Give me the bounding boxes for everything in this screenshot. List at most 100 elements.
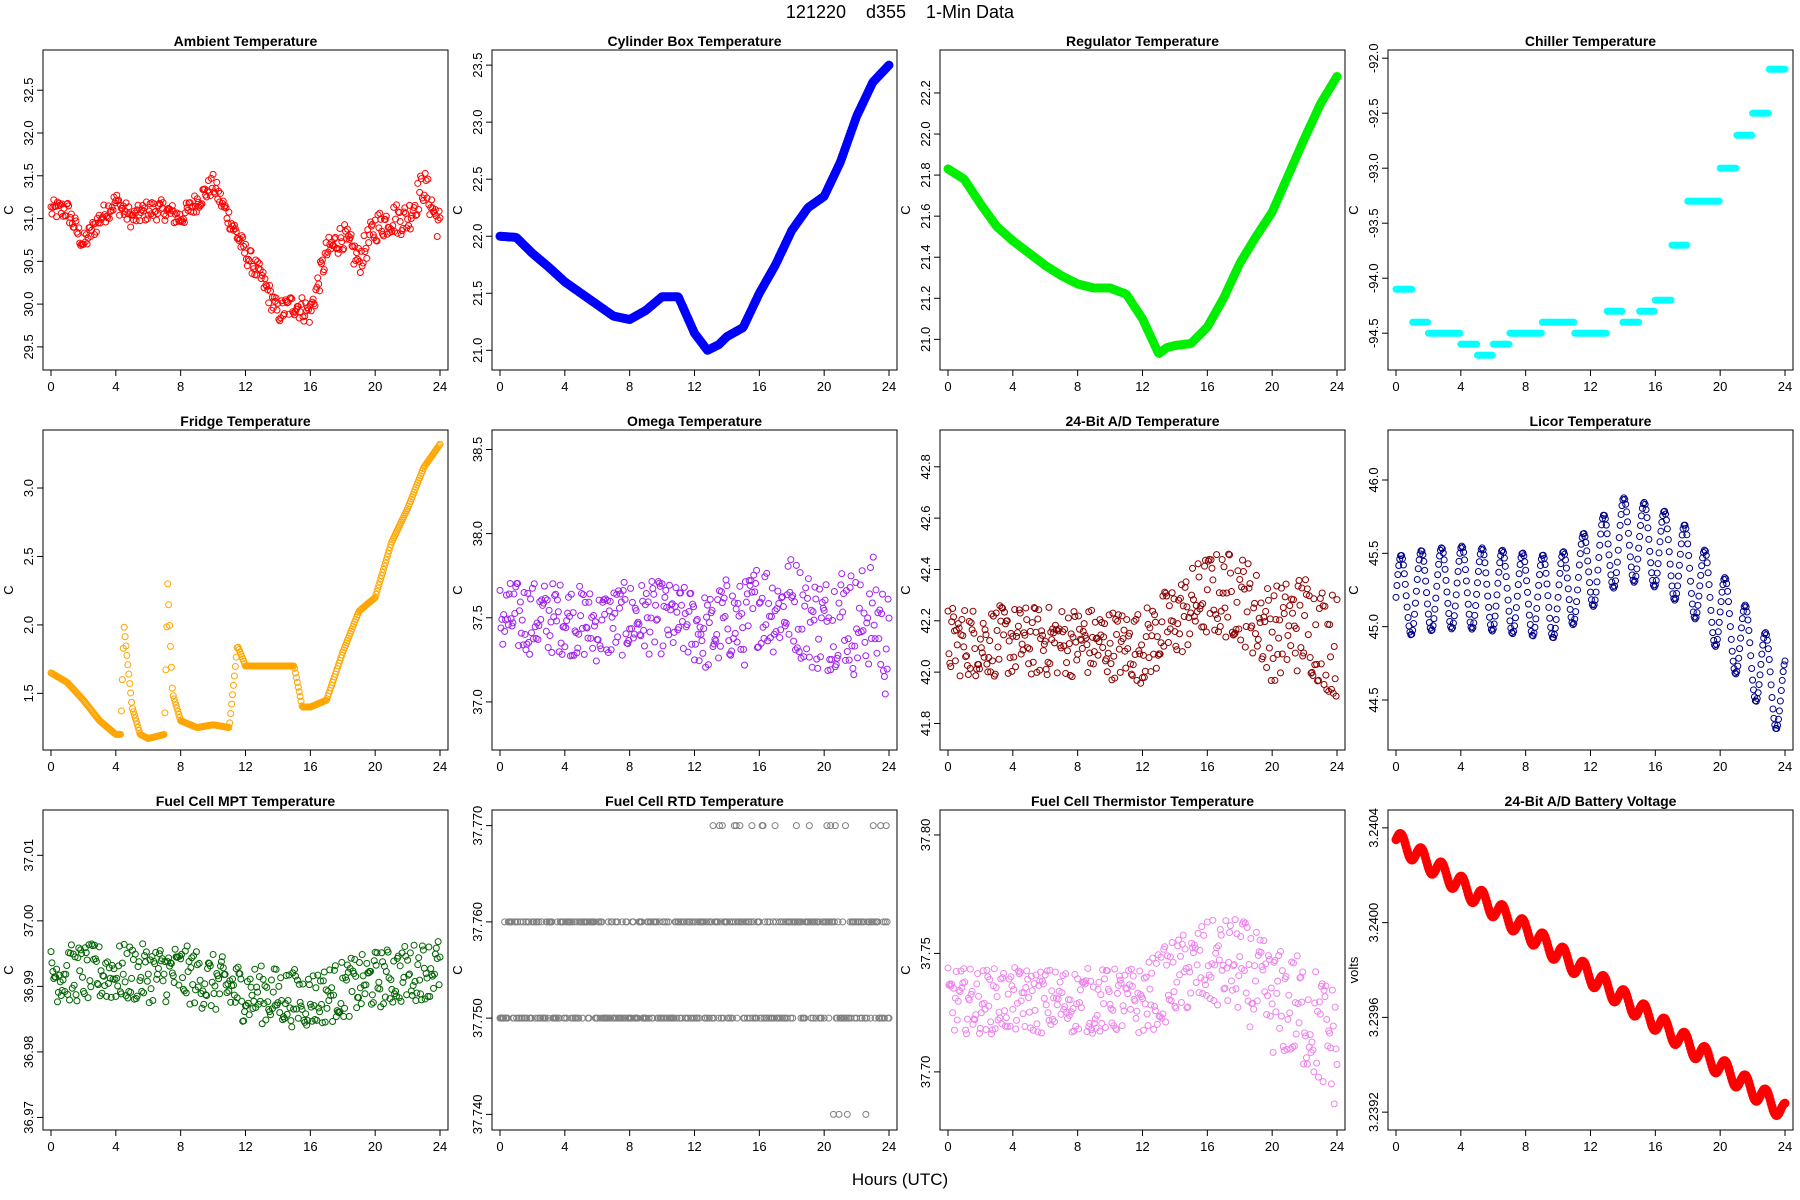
data-point — [1153, 1020, 1161, 1028]
data-point — [1546, 614, 1554, 622]
data-point — [1012, 663, 1020, 671]
data-point — [1113, 630, 1121, 638]
x-tick-label: 8 — [626, 759, 633, 774]
data-point — [950, 1026, 958, 1034]
x-tick-label: 16 — [752, 1139, 766, 1154]
data-point — [1776, 697, 1784, 705]
data-point — [771, 822, 779, 830]
x-tick-label: 24 — [1330, 379, 1344, 394]
data-point — [868, 599, 876, 607]
data-point — [1202, 991, 1210, 999]
data-point — [1152, 959, 1160, 967]
data-point — [1028, 619, 1036, 627]
data-point — [1142, 973, 1150, 981]
data-point — [1018, 640, 1026, 648]
data-point — [1604, 540, 1612, 548]
data-point — [988, 657, 996, 665]
data-point — [165, 601, 173, 609]
data-point — [872, 586, 880, 594]
data-point — [1464, 600, 1472, 608]
data-point — [1214, 1001, 1222, 1009]
data-point — [1280, 610, 1288, 618]
data-point — [1400, 570, 1408, 578]
data-point — [680, 583, 688, 591]
data-point — [1011, 964, 1019, 972]
data-point — [198, 200, 206, 208]
data-point — [963, 1015, 971, 1023]
data-point — [80, 229, 88, 237]
data-point — [1239, 556, 1247, 564]
x-tick-label: 20 — [1713, 1139, 1727, 1154]
data-point — [265, 299, 273, 307]
x-tick-label: 16 — [303, 759, 317, 774]
data-point — [1152, 664, 1160, 672]
data-point — [1275, 634, 1283, 642]
data-point — [524, 589, 532, 597]
data-point — [1474, 568, 1482, 576]
x-tick-label: 12 — [687, 1139, 701, 1154]
data-point — [1187, 989, 1195, 997]
data-point — [774, 587, 782, 595]
data-point — [1216, 925, 1224, 933]
data-point — [592, 657, 600, 665]
data-point — [1278, 967, 1286, 975]
data-point — [1314, 1073, 1322, 1081]
data-point — [1450, 612, 1458, 620]
data-point — [231, 225, 239, 233]
data-point — [395, 209, 403, 217]
data-point — [1245, 961, 1253, 969]
x-tick-label: 8 — [177, 1139, 184, 1154]
x-tick-label: 24 — [433, 1139, 447, 1154]
data-point — [257, 274, 265, 282]
x-tick-label: 4 — [1009, 379, 1016, 394]
data-point — [195, 959, 203, 967]
data-point — [1242, 989, 1250, 997]
y-axis-label: C — [1, 205, 16, 214]
data-point — [109, 206, 117, 214]
data-point — [1676, 550, 1684, 558]
data-point — [995, 655, 1003, 663]
data-point — [338, 958, 346, 966]
data-point — [287, 294, 295, 302]
data-point — [814, 664, 822, 672]
data-point — [884, 595, 892, 603]
data-point — [146, 200, 154, 208]
data-point — [1000, 1007, 1008, 1015]
data-point — [1532, 615, 1540, 623]
data-point — [244, 255, 252, 263]
data-point — [649, 584, 657, 592]
data-point — [1179, 602, 1187, 610]
data-point — [346, 234, 354, 242]
data-point — [862, 1110, 870, 1118]
y-tick-label: -94.5 — [1366, 318, 1381, 348]
data-point — [640, 626, 648, 634]
data-point — [314, 274, 322, 282]
data-point — [1084, 669, 1092, 677]
data-point — [254, 258, 262, 266]
data-point — [586, 590, 594, 598]
data-point — [1735, 654, 1743, 662]
data-point — [1768, 694, 1776, 702]
y-tick-label: 3.2400 — [1366, 903, 1381, 943]
data-point — [1636, 533, 1644, 541]
data-point — [1284, 1015, 1292, 1023]
data-point — [1247, 934, 1255, 942]
data-point — [1097, 991, 1105, 999]
data-point — [1755, 681, 1763, 689]
data-point — [1432, 594, 1440, 602]
y-tick-label: -93.0 — [1366, 153, 1381, 183]
data-point — [705, 619, 713, 627]
data-point — [843, 1110, 851, 1118]
data-point — [1099, 644, 1107, 652]
data-point — [1737, 634, 1745, 642]
data-point — [736, 582, 744, 590]
data-point — [1775, 707, 1783, 715]
data-point — [269, 304, 277, 312]
data-point — [652, 601, 660, 609]
x-tick-label: 12 — [1583, 1139, 1597, 1154]
data-point — [369, 999, 377, 1007]
data-point — [527, 629, 535, 637]
